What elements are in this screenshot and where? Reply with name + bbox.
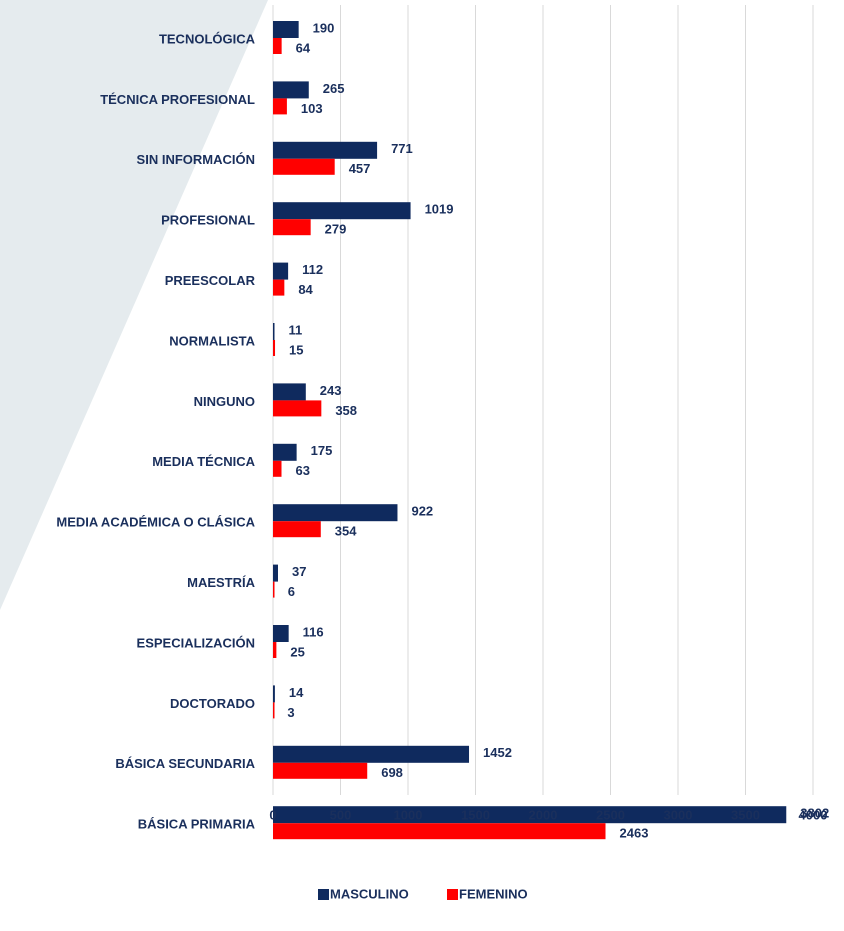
legend-swatch bbox=[447, 889, 458, 900]
bar bbox=[273, 38, 282, 54]
data-label: 11 bbox=[288, 322, 302, 337]
data-label: 15 bbox=[289, 342, 303, 357]
category-label: DOCTORADO bbox=[170, 696, 255, 711]
bar bbox=[273, 460, 282, 477]
bar bbox=[273, 21, 299, 38]
category-label: NORMALISTA bbox=[169, 333, 255, 348]
data-label: 698 bbox=[381, 765, 403, 780]
legend-swatch bbox=[318, 889, 329, 900]
bar bbox=[273, 745, 470, 763]
data-label: 358 bbox=[335, 403, 357, 418]
bar bbox=[273, 642, 277, 658]
bar bbox=[273, 581, 275, 598]
x-tick-label: 0 bbox=[269, 807, 276, 822]
category-label: MAESTRÍA bbox=[187, 575, 256, 590]
category-label: TÉCNICA PROFESIONAL bbox=[100, 92, 255, 107]
bar bbox=[273, 141, 378, 159]
category-label: PROFESIONAL bbox=[161, 213, 255, 228]
category-label: BÁSICA PRIMARIA bbox=[138, 817, 256, 832]
data-label: 279 bbox=[325, 222, 347, 237]
bar bbox=[273, 323, 275, 340]
x-tick-label: 1500 bbox=[461, 807, 490, 822]
data-label: 103 bbox=[301, 101, 323, 116]
data-label: 25 bbox=[290, 644, 304, 659]
bar bbox=[273, 504, 398, 522]
marks bbox=[273, 21, 787, 840]
legend-label: FEMENINO bbox=[459, 886, 528, 901]
data-label: 243 bbox=[320, 383, 342, 398]
data-label: 2463 bbox=[620, 826, 649, 841]
bar bbox=[273, 564, 278, 582]
bar bbox=[273, 702, 275, 719]
bar bbox=[273, 262, 289, 280]
data-label: 63 bbox=[296, 463, 310, 478]
category-label: MEDIA ACADÉMICA O CLÁSICA bbox=[56, 515, 255, 530]
x-tick-label: 2500 bbox=[596, 807, 625, 822]
x-tick-label: 500 bbox=[330, 807, 352, 822]
data-label: 354 bbox=[335, 524, 357, 539]
bar bbox=[273, 806, 787, 824]
category-label: TECNOLÓGICA bbox=[159, 31, 256, 46]
data-label: 1019 bbox=[425, 202, 454, 217]
data-label: 84 bbox=[298, 282, 313, 297]
data-label: 190 bbox=[313, 20, 335, 35]
data-label: 175 bbox=[311, 443, 333, 458]
x-tick-label: 3000 bbox=[664, 807, 693, 822]
data-label: 922 bbox=[411, 504, 433, 519]
data-label: 14 bbox=[289, 685, 304, 700]
category-label: MEDIA TÉCNICA bbox=[152, 454, 255, 469]
bar bbox=[273, 762, 368, 779]
grid bbox=[272, 5, 814, 795]
bar bbox=[273, 383, 306, 401]
x-tick-label: 3500 bbox=[731, 807, 760, 822]
bar bbox=[273, 823, 606, 840]
x-tick-label: 2000 bbox=[529, 807, 558, 822]
category-label: PREESCOLAR bbox=[165, 273, 256, 288]
data-label: 37 bbox=[292, 564, 306, 579]
bar bbox=[273, 625, 289, 642]
background-shape bbox=[0, 0, 268, 610]
data-label: 64 bbox=[296, 40, 311, 55]
legend-label: MASCULINO bbox=[330, 886, 409, 901]
bar bbox=[273, 340, 276, 356]
bar bbox=[273, 443, 297, 461]
bar bbox=[273, 98, 287, 115]
bar bbox=[273, 202, 411, 220]
x-tick-label: 1000 bbox=[394, 807, 423, 822]
bar bbox=[273, 521, 321, 538]
data-label: 457 bbox=[349, 161, 371, 176]
category-label: SIN INFORMACIÓN bbox=[137, 152, 255, 167]
bar bbox=[273, 279, 285, 296]
category-label: NINGUNO bbox=[194, 394, 255, 409]
data-label: 771 bbox=[391, 141, 413, 156]
bar bbox=[273, 219, 311, 236]
bar bbox=[273, 158, 335, 175]
data-label: 6 bbox=[288, 584, 295, 599]
data-label: 265 bbox=[323, 81, 345, 96]
data-label: 1452 bbox=[483, 745, 512, 760]
x-tick-label: 4000 bbox=[799, 807, 828, 822]
bar bbox=[273, 685, 275, 703]
bar bbox=[273, 400, 322, 417]
category-label: ESPECIALIZACIÓN bbox=[137, 635, 255, 650]
data-label: 112 bbox=[302, 262, 323, 277]
category-label: BÁSICA SECUNDARIA bbox=[115, 756, 255, 771]
data-label: 3 bbox=[287, 705, 294, 720]
data-label: 116 bbox=[303, 624, 324, 639]
data-label: 3802 bbox=[800, 806, 829, 821]
bar bbox=[273, 81, 309, 99]
